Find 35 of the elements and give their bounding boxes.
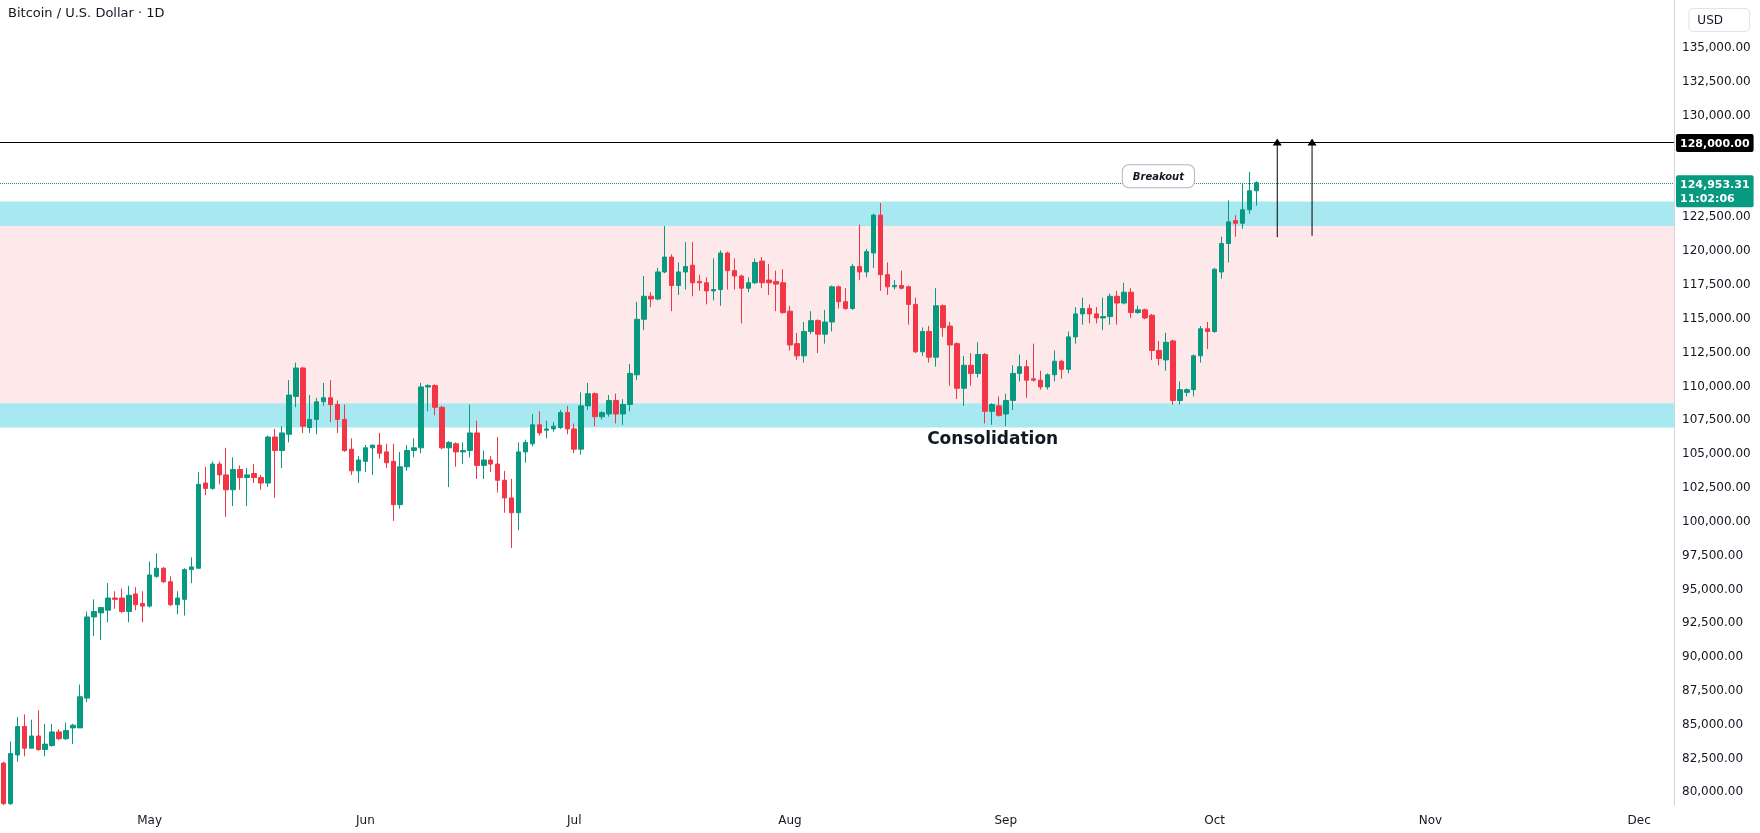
y-tick-label: 130,000.00 bbox=[1682, 108, 1751, 122]
y-tick-label: 85,000.00 bbox=[1682, 716, 1744, 731]
y-tick-label: 117,500.00 bbox=[1682, 277, 1751, 292]
y-tick-label: 92,500.00 bbox=[1682, 615, 1744, 630]
y-axis-title: USD bbox=[1697, 13, 1723, 27]
y-tick-label: 122,500.00 bbox=[1682, 209, 1751, 224]
y-tick-label: 120,000.00 bbox=[1682, 243, 1751, 258]
x-tick-label: Nov bbox=[1418, 813, 1443, 827]
y-tick-label: 102,500.00 bbox=[1682, 480, 1751, 495]
y-tick-label: 105,000.00 bbox=[1682, 446, 1751, 461]
y-tick-label: 80,000.00 bbox=[1682, 784, 1744, 799]
x-tick-label: Oct bbox=[1204, 813, 1226, 827]
y-tick-label: 115,000.00 bbox=[1682, 310, 1751, 325]
y-tick-label: 87,500.00 bbox=[1682, 683, 1744, 697]
x-tick-label: Dec bbox=[1627, 813, 1651, 827]
y-tick-label: 132,500.00 bbox=[1682, 74, 1751, 89]
y-tick-label: 110,000.00 bbox=[1682, 378, 1751, 393]
y-tick-label: 135,000.00 bbox=[1682, 40, 1751, 55]
y-tick-label: 100,000.00 bbox=[1682, 513, 1751, 528]
annotation: Breakout bbox=[1132, 170, 1186, 182]
annotation: Consolidation bbox=[927, 427, 1059, 448]
y-tick-label: 95,000.00 bbox=[1682, 581, 1744, 596]
y-tick-label: 97,500.00 bbox=[1682, 547, 1744, 562]
x-tick-label: Sep bbox=[994, 813, 1018, 827]
x-tick-label: Aug bbox=[778, 813, 802, 827]
ref-line-label: 124,953.31 11:02:06 bbox=[1680, 177, 1750, 205]
x-tick-label: Jun bbox=[355, 813, 375, 827]
y-tick-label: 112,500.00 bbox=[1682, 344, 1751, 359]
x-tick-label: May bbox=[137, 813, 163, 827]
y-tick-label: 90,000.00 bbox=[1682, 649, 1744, 664]
y-tick-label: 82,500.00 bbox=[1682, 750, 1744, 765]
x-tick-label: Jul bbox=[566, 813, 582, 827]
y-tick-label: 107,500.00 bbox=[1682, 412, 1751, 427]
chart-title: Bitcoin / U.S. Dollar · 1D bbox=[8, 5, 165, 20]
ref-line-label: 128,000.00 bbox=[1680, 136, 1750, 150]
